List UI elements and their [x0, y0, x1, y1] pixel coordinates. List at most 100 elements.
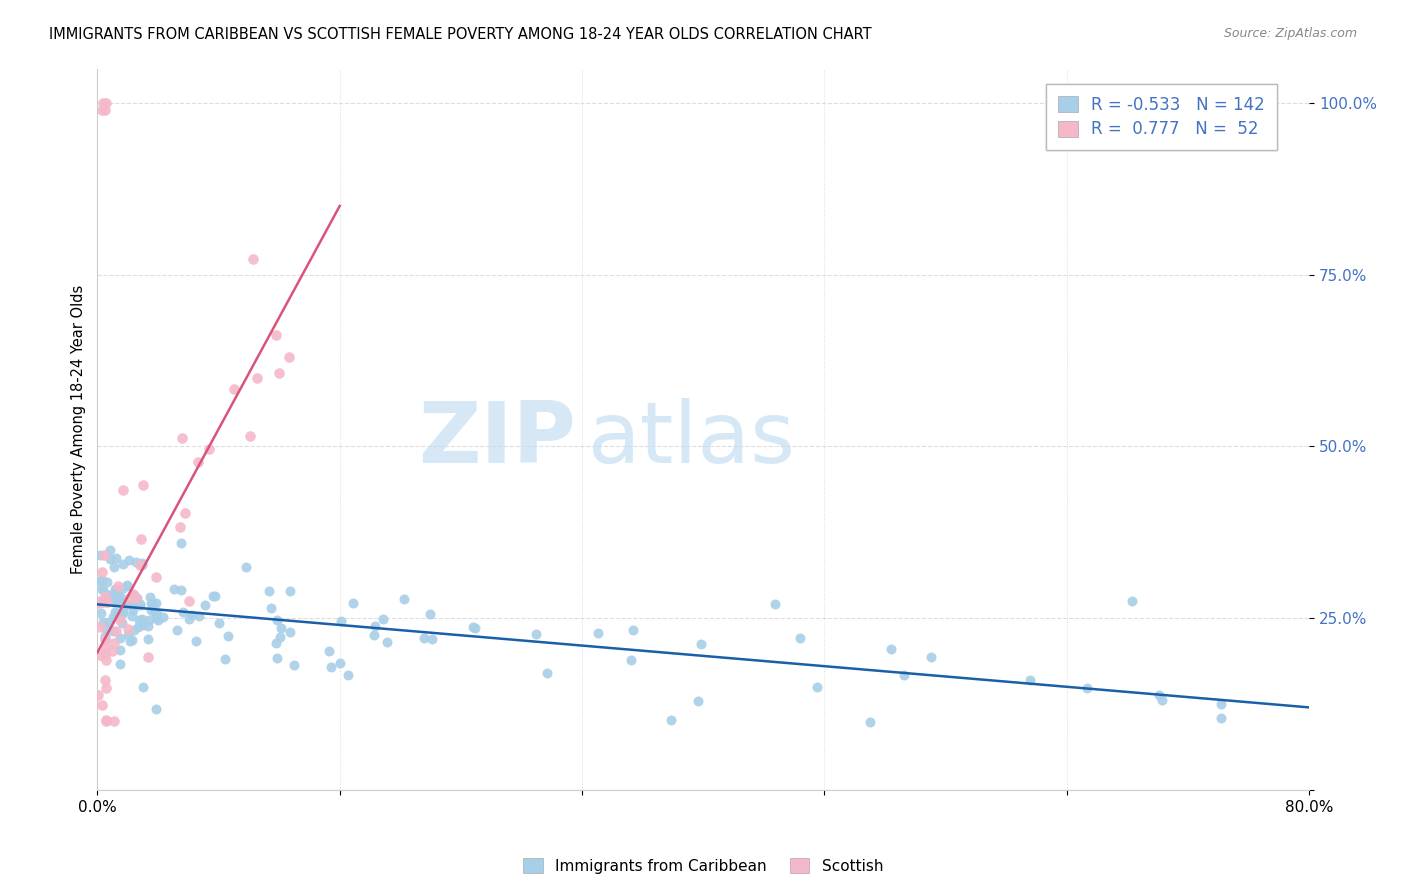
- Point: [94, 629, 117, 643]
- Point: [859, 715, 882, 730]
- Point: [91, 615, 114, 630]
- Point: [337, 668, 360, 682]
- Point: [87, 596, 110, 610]
- Point: [264, 327, 287, 342]
- Point: [117, 579, 139, 593]
- Point: [94, 632, 117, 646]
- Point: [111, 557, 134, 571]
- Point: [117, 622, 139, 636]
- Point: [1121, 594, 1143, 608]
- Point: [91, 698, 114, 713]
- Point: [329, 614, 352, 628]
- Point: [172, 431, 194, 445]
- Point: [586, 626, 609, 640]
- Point: [96, 95, 118, 110]
- Point: [364, 619, 387, 633]
- Point: [536, 665, 558, 680]
- Point: [107, 579, 129, 593]
- Point: [224, 382, 246, 396]
- Point: [763, 598, 786, 612]
- Point: [375, 635, 398, 649]
- Point: [1018, 673, 1040, 687]
- Point: [90, 582, 112, 597]
- Point: [278, 584, 301, 599]
- Point: [145, 702, 167, 716]
- Point: [115, 578, 138, 592]
- Point: [87, 688, 110, 702]
- Point: [89, 574, 111, 589]
- Point: [121, 632, 143, 647]
- Point: [789, 632, 811, 646]
- Point: [93, 549, 115, 563]
- Point: [111, 582, 134, 597]
- Point: [166, 623, 188, 637]
- Point: [270, 621, 292, 635]
- Point: [461, 620, 484, 634]
- Point: [148, 613, 170, 627]
- Point: [163, 582, 186, 596]
- Point: [170, 536, 193, 550]
- Point: [464, 621, 486, 635]
- Point: [277, 350, 299, 364]
- Point: [91, 594, 114, 608]
- Y-axis label: Female Poverty Among 18-24 Year Olds: Female Poverty Among 18-24 Year Olds: [72, 285, 86, 574]
- Point: [1076, 681, 1098, 695]
- Point: [104, 582, 127, 596]
- Point: [104, 584, 127, 599]
- Point: [91, 583, 114, 598]
- Point: [138, 613, 160, 627]
- Point: [101, 624, 124, 639]
- Point: [125, 555, 148, 569]
- Point: [118, 553, 141, 567]
- Point: [89, 620, 111, 634]
- Point: [111, 615, 134, 630]
- Point: [145, 606, 167, 620]
- Point: [132, 478, 155, 492]
- Point: [136, 649, 159, 664]
- Point: [129, 598, 152, 612]
- Point: [122, 624, 145, 638]
- Point: [131, 618, 153, 632]
- Point: [110, 657, 132, 672]
- Point: [94, 632, 117, 646]
- Point: [194, 598, 217, 612]
- Point: [319, 659, 342, 673]
- Point: [1209, 697, 1232, 711]
- Point: [94, 622, 117, 636]
- Point: [111, 594, 134, 608]
- Point: [266, 613, 288, 627]
- Point: [122, 599, 145, 613]
- Point: [98, 588, 121, 602]
- Point: [690, 637, 713, 651]
- Point: [91, 595, 114, 609]
- Point: [269, 366, 291, 380]
- Point: [96, 574, 118, 589]
- Point: [269, 630, 291, 644]
- Point: [104, 624, 127, 638]
- Point: [419, 607, 441, 622]
- Point: [145, 570, 167, 584]
- Point: [686, 694, 709, 708]
- Point: [257, 584, 280, 599]
- Point: [371, 612, 394, 626]
- Point: [120, 598, 142, 612]
- Point: [93, 640, 115, 655]
- Point: [214, 652, 236, 666]
- Point: [129, 597, 152, 611]
- Point: [103, 559, 125, 574]
- Point: [112, 595, 135, 609]
- Point: [90, 573, 112, 587]
- Point: [124, 588, 146, 602]
- Point: [94, 589, 117, 603]
- Point: [121, 608, 143, 623]
- Point: [107, 591, 129, 606]
- Point: [129, 532, 152, 546]
- Point: [181, 608, 204, 623]
- Point: [659, 713, 682, 727]
- Point: [235, 560, 257, 574]
- Point: [108, 613, 131, 627]
- Point: [920, 650, 942, 665]
- Point: [363, 628, 385, 642]
- Point: [94, 673, 117, 687]
- Point: [89, 548, 111, 562]
